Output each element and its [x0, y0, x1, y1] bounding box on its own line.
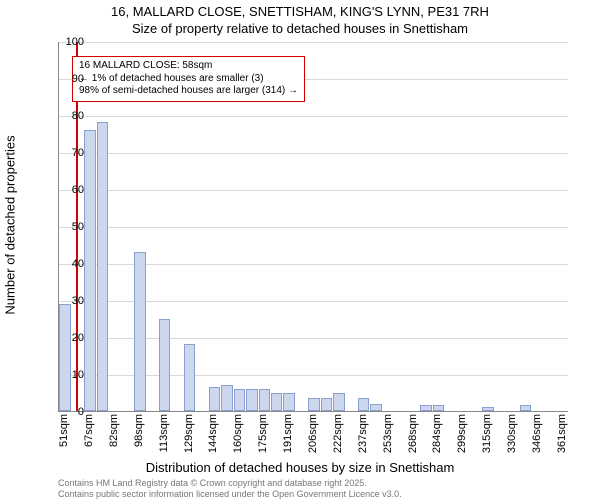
bar [159, 319, 170, 412]
x-tick-label: 191sqm [282, 414, 294, 453]
grid-line [59, 42, 568, 43]
x-tick-label: 113sqm [158, 414, 170, 452]
bar [84, 130, 95, 411]
x-tick-label: 175sqm [257, 414, 269, 453]
footer-line1: Contains HM Land Registry data © Crown c… [58, 478, 402, 489]
y-tick-label: 70 [58, 147, 84, 159]
grid-line [59, 153, 568, 154]
x-tick-label: 361sqm [556, 414, 568, 453]
bar [358, 398, 369, 411]
bar [97, 122, 108, 411]
x-tick-label: 206sqm [307, 414, 319, 453]
bar [308, 398, 319, 411]
y-tick-label: 80 [58, 110, 84, 122]
footer-line2: Contains public sector information licen… [58, 489, 402, 500]
bar [209, 387, 220, 411]
grid-line [59, 190, 568, 191]
x-tick-label: 82sqm [108, 414, 120, 447]
y-tick-label: 40 [58, 258, 84, 270]
grid-line [59, 116, 568, 117]
y-tick-label: 60 [58, 184, 84, 196]
bar [259, 389, 270, 411]
y-tick-label: 10 [58, 369, 84, 381]
x-tick-label: 346sqm [531, 414, 543, 453]
x-tick-label: 129sqm [183, 414, 195, 453]
bar [433, 405, 444, 411]
callout-line3: 98% of semi-detached houses are larger (… [79, 85, 298, 98]
y-tick-label: 50 [58, 221, 84, 233]
x-tick-label: 284sqm [431, 414, 443, 453]
x-tick-label: 98sqm [133, 414, 145, 447]
bar [321, 398, 332, 411]
x-tick-label: 67sqm [83, 414, 95, 447]
bar [283, 393, 294, 412]
x-tick-label: 51sqm [58, 414, 70, 447]
y-tick-label: 100 [58, 36, 84, 48]
bar [482, 407, 493, 411]
bar [520, 405, 531, 411]
x-tick-label: 330sqm [506, 414, 518, 453]
bar [221, 385, 232, 411]
grid-line [59, 227, 568, 228]
x-tick-label: 222sqm [332, 414, 344, 453]
bar [246, 389, 257, 411]
bar [333, 393, 344, 412]
y-tick-label: 90 [58, 73, 84, 85]
bar [271, 393, 282, 412]
callout-line1: 16 MALLARD CLOSE: 58sqm [79, 60, 298, 73]
bar [370, 404, 381, 411]
bar [184, 344, 195, 411]
footer-attribution: Contains HM Land Registry data © Crown c… [58, 478, 402, 500]
x-tick-label: 268sqm [407, 414, 419, 453]
chart-container: 16, MALLARD CLOSE, SNETTISHAM, KING'S LY… [0, 0, 600, 500]
x-axis-label: Distribution of detached houses by size … [0, 460, 600, 475]
y-tick-label: 30 [58, 295, 84, 307]
bar [420, 405, 431, 411]
x-tick-label: 299sqm [456, 414, 468, 453]
x-tick-label: 253sqm [382, 414, 394, 453]
callout-line2: ← 1% of detached houses are smaller (3) [79, 73, 298, 86]
x-tick-label: 144sqm [207, 414, 219, 453]
y-tick-label: 20 [58, 332, 84, 344]
y-axis-label: Number of detached properties [3, 135, 18, 314]
x-tick-label: 160sqm [232, 414, 244, 453]
bar [234, 389, 245, 411]
title-line1: 16, MALLARD CLOSE, SNETTISHAM, KING'S LY… [0, 4, 600, 19]
x-tick-label: 237sqm [357, 414, 369, 453]
callout-box: 16 MALLARD CLOSE: 58sqm ← 1% of detached… [72, 56, 305, 102]
title-line2: Size of property relative to detached ho… [0, 21, 600, 36]
bar [134, 252, 145, 411]
bar [59, 304, 70, 411]
x-tick-label: 315sqm [481, 414, 493, 453]
